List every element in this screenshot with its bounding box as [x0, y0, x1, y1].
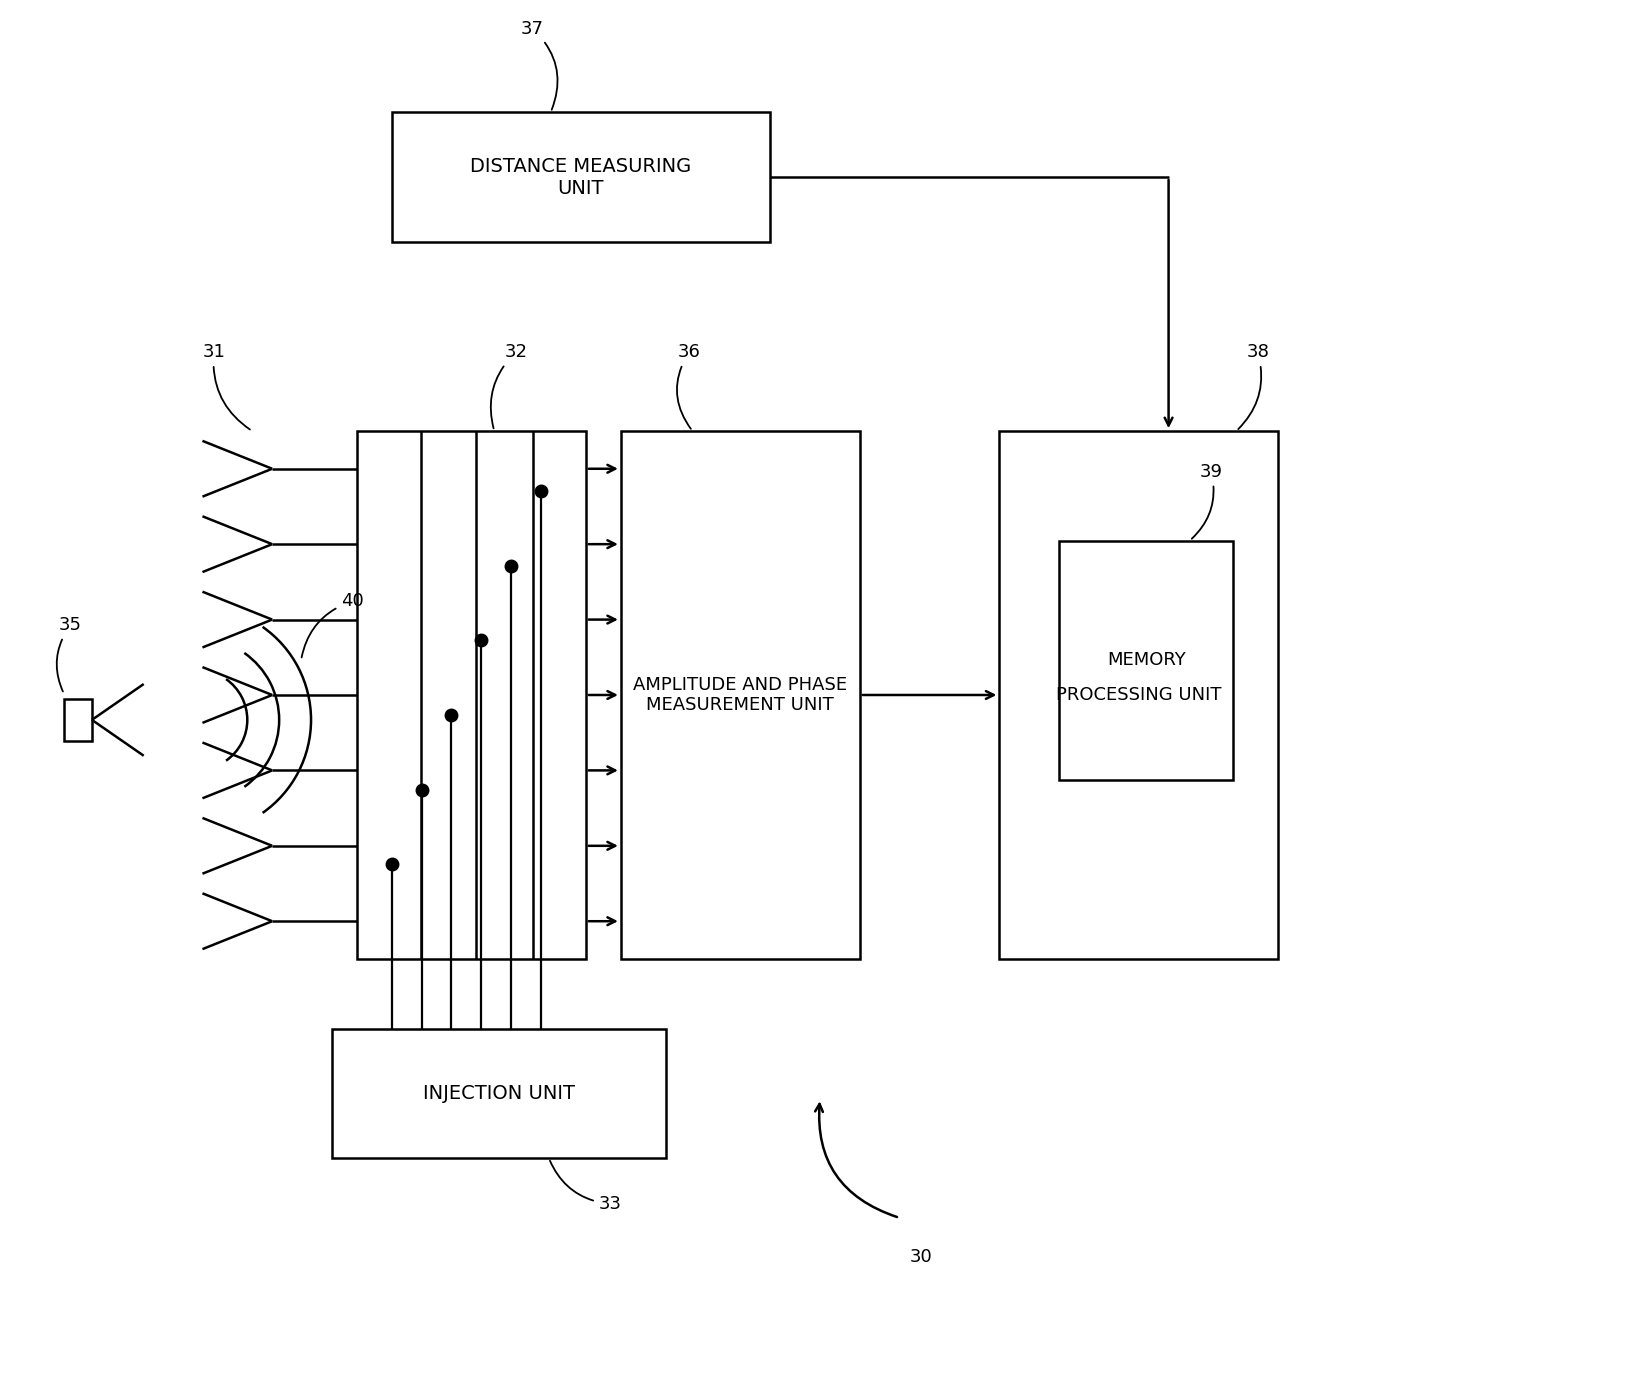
Text: AMPLITUDE AND PHASE
MEASUREMENT UNIT: AMPLITUDE AND PHASE MEASUREMENT UNIT: [633, 675, 847, 714]
Text: 38: 38: [1239, 343, 1270, 429]
Text: MEMORY: MEMORY: [1106, 650, 1185, 668]
Bar: [1059, 541, 1234, 779]
Text: DISTANCE MEASURING
UNIT: DISTANCE MEASURING UNIT: [470, 156, 692, 198]
Bar: [999, 430, 1278, 959]
Text: 39: 39: [1191, 462, 1222, 538]
Text: PROCESSING UNIT: PROCESSING UNIT: [1056, 686, 1221, 704]
Text: 36: 36: [677, 343, 700, 429]
Bar: [620, 430, 860, 959]
Text: 37: 37: [521, 19, 558, 109]
Bar: [331, 1028, 666, 1158]
Text: 33: 33: [550, 1161, 622, 1212]
Text: 35: 35: [57, 616, 82, 692]
Text: 31: 31: [202, 343, 250, 429]
Bar: [392, 112, 770, 242]
Text: 40: 40: [302, 592, 364, 657]
Text: INJECTION UNIT: INJECTION UNIT: [423, 1084, 574, 1103]
Text: 30: 30: [909, 1248, 932, 1266]
Bar: [64, 699, 91, 740]
Text: 32: 32: [491, 343, 527, 429]
Bar: [357, 430, 586, 959]
